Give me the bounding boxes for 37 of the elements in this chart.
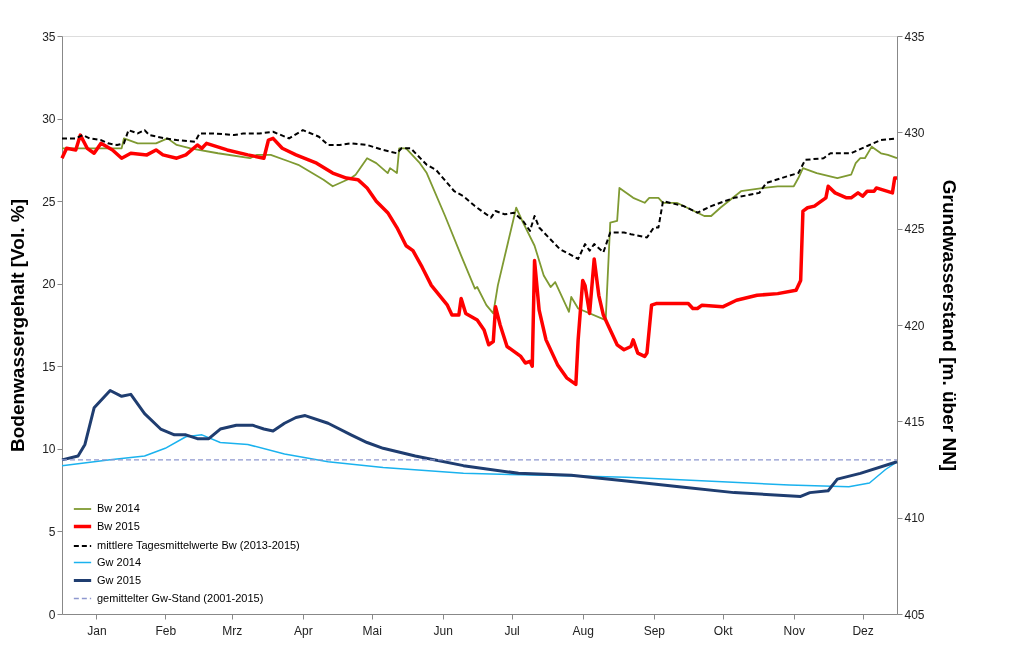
x-tick-label: Mai [362,623,382,638]
y-tick-label: 35 [42,29,56,44]
x-tick-label: Dez [852,623,874,638]
line-series [60,389,899,498]
x-tick-label: Jun [433,623,453,638]
legend-label: Bw 2014 [97,502,140,514]
y2-tick-label: 435 [904,29,925,44]
legend-label: Bw 2015 [97,519,140,532]
y-tick-label: 5 [48,524,56,539]
y2-tick-label: 425 [904,222,925,237]
y-tick-label: 25 [42,194,56,209]
y-tick-label: 20 [42,277,56,292]
x-tick-label: Okt [713,623,734,638]
x-tick-label: Sep [643,623,666,638]
y2-tick-label: 415 [904,414,925,429]
line-series [60,133,899,387]
y-tick-label: 0 [48,607,56,622]
x-tick-label: Apr [294,623,313,638]
y2-tick-label: 405 [904,607,925,622]
y-tick-label: 15 [42,359,56,374]
y2-axis-title: Grundwasserstand [m. über NN] [938,179,960,472]
y2-tick-label: 410 [904,511,925,526]
y2-tick-label: 420 [904,318,925,333]
legend-label: gemittelter Gw-Stand (2001-2015) [97,591,264,604]
x-tick-label: Aug [572,623,594,638]
x-tick-label: Feb [155,623,177,638]
y-axis-title: Bodenwassergehalt [Vol. %] [7,198,29,453]
y-tick-label: 30 [42,112,56,127]
x-tick-label: Jan [87,623,107,638]
y2-tick-label: 430 [904,125,925,140]
legend-label: Gw 2014 [97,555,142,568]
legend-label: Gw 2015 [97,573,142,586]
y-tick-label: 10 [42,442,56,457]
x-tick-label: Jul [504,623,520,638]
x-tick-label: Nov [783,623,805,638]
x-tick-label: Mrz [222,623,243,638]
legend-label: mittlere Tagesmittelwerte Bw (2013-2015) [97,539,300,551]
